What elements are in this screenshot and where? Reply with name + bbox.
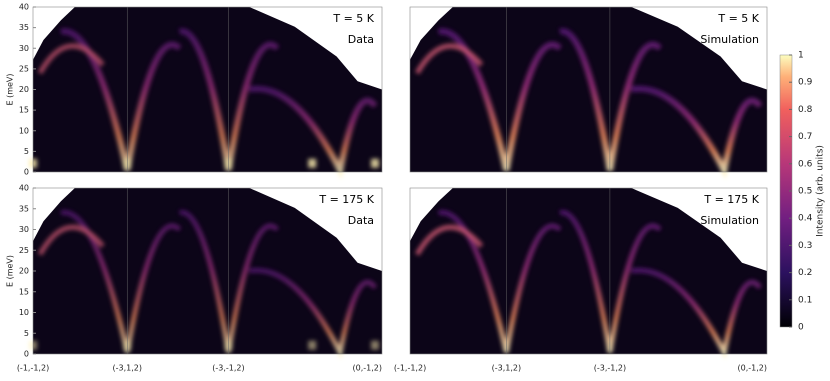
colorbar-tick-label: 0.6 <box>798 159 813 169</box>
colorbar-tick-label: 0.9 <box>798 78 813 88</box>
dispersion-branch <box>414 43 484 75</box>
dispersion-branch <box>248 85 378 180</box>
y-tick-label: 15 <box>19 106 29 115</box>
y-tick-label: 20 <box>19 85 29 94</box>
temperature-label: T = 175 K <box>703 193 759 206</box>
data-region <box>33 188 382 354</box>
y-axis-label: E (meV) <box>6 255 15 287</box>
dispersion-branch <box>630 85 763 180</box>
y-tick-label: 40 <box>19 184 29 193</box>
y-tick-label: 35 <box>19 23 29 32</box>
y-tick-label: 5 <box>24 329 29 338</box>
colorbar-tick-label: 1 <box>798 51 804 61</box>
kind-label: Data <box>348 214 374 227</box>
colorbar-tick-label: 0.1 <box>798 295 812 305</box>
x-tick-label: (-1,-1,2) <box>17 364 49 373</box>
temperature-label: T = 5 K <box>717 12 759 25</box>
temperature-label: T = 175 K <box>318 193 374 206</box>
dispersion-branch <box>37 43 105 75</box>
colorbar-tick-label: 0.3 <box>798 241 812 251</box>
dispersion-branch <box>414 224 484 256</box>
y-tick-label: 0 <box>24 350 29 359</box>
panel-frame <box>409 187 768 355</box>
y-tick-label: 30 <box>19 44 29 53</box>
y-tick-label: 35 <box>19 204 29 213</box>
colorbar-tick-label: 0.7 <box>798 132 812 142</box>
panel-frame <box>409 6 768 173</box>
y-tick-label: 25 <box>19 246 29 255</box>
colorbar-tick-label: 0.5 <box>798 187 812 197</box>
colorbar-tick-label: 0.8 <box>798 105 813 115</box>
elastic-spot <box>371 340 380 350</box>
y-axis-label: E (meV) <box>6 73 15 105</box>
y-tick-label: 30 <box>19 225 29 234</box>
y-tick-label: 40 <box>19 3 29 12</box>
x-tick-label: (-3,-1,2) <box>594 364 626 373</box>
dispersion-branch <box>630 267 762 360</box>
y-tick-label: 20 <box>19 267 29 276</box>
elastic-spot <box>371 158 380 168</box>
temperature-label: T = 5 K <box>332 12 374 25</box>
y-tick-label: 10 <box>19 308 29 317</box>
x-tick-label: (-1,-1,2) <box>394 364 426 373</box>
panel-label: (d) <box>415 191 431 204</box>
y-tick-label: 10 <box>19 126 29 135</box>
colorbar-tick-label: 0.2 <box>798 268 812 278</box>
elastic-spot <box>308 340 317 350</box>
panel-label: (a) <box>38 10 53 23</box>
y-tick-label: 5 <box>24 147 29 156</box>
panel-label: (c) <box>38 191 53 204</box>
x-tick-label: (-3,-1,2) <box>212 364 244 373</box>
kind-label: Simulation <box>700 214 759 227</box>
dispersion-branch <box>248 267 377 360</box>
kind-label: Data <box>348 33 374 46</box>
x-tick-label: (-3,1,2) <box>492 364 521 373</box>
elastic-spot <box>308 158 317 168</box>
dispersion-branch <box>37 224 105 256</box>
panel-label: (b) <box>415 10 431 23</box>
y-tick-label: 25 <box>19 64 29 73</box>
colorbar-tick-label: 0.4 <box>798 214 813 224</box>
y-tick-label: 0 <box>24 168 29 177</box>
x-tick-label: (-3,1,2) <box>112 364 141 373</box>
colorbar-tick-label: 0 <box>798 323 804 333</box>
y-tick-label: 15 <box>19 287 29 296</box>
colorbar-label: Intensity (arb. units) <box>816 145 826 237</box>
x-tick-label: (0,-1,2) <box>353 364 382 373</box>
kind-label: Simulation <box>700 33 759 46</box>
data-region <box>410 188 767 354</box>
x-tick-label: (0,-1,2) <box>738 364 767 373</box>
